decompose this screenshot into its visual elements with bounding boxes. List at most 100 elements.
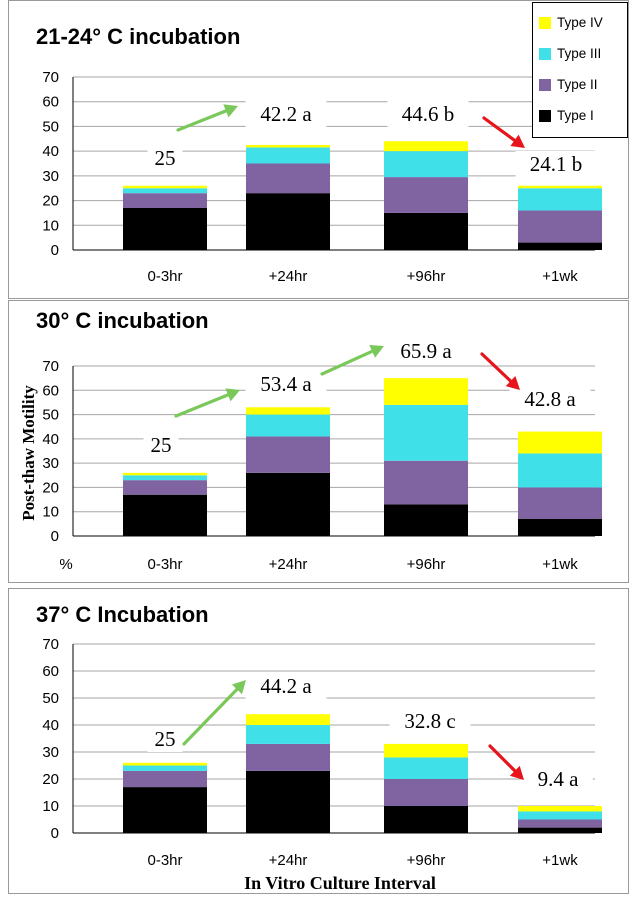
- legend-label: Type II: [557, 77, 598, 92]
- legend: Type IV Type III Type II Type I: [532, 2, 628, 138]
- y-tick-label: 70: [42, 69, 59, 86]
- y-axis-title: Post-thaw Motility: [19, 385, 38, 521]
- y-tick-label: 20: [42, 771, 59, 788]
- bar-type-ii: [384, 460, 468, 505]
- bar-type-iv: [518, 185, 602, 189]
- arrowhead-icon: [231, 680, 246, 695]
- bar-type-iii: [518, 811, 602, 820]
- bar-type-ii: [246, 163, 330, 194]
- chart-panel-2: 0 10 20 30 40 50 60 70 30° C incubation 0-3hr +24h…: [8, 300, 629, 583]
- bar-type-i: [518, 827, 602, 833]
- bar-type-ii: [518, 210, 602, 243]
- legend-label: Type I: [557, 108, 594, 123]
- bar-type-i: [384, 504, 468, 536]
- arrowhead-icon: [223, 104, 238, 118]
- bar-type-iii: [123, 765, 207, 771]
- x-tick-label: 0-3hr: [147, 556, 182, 573]
- bar-type-iv: [123, 762, 207, 766]
- legend-label: Type IV: [557, 15, 603, 30]
- x-tick-label: +1wk: [542, 556, 578, 573]
- y-tick-label: 10: [42, 217, 59, 234]
- bar-type-iii: [246, 147, 330, 164]
- x-tick-label: +24hr: [269, 852, 308, 869]
- data-label: 65.9 a: [400, 339, 452, 363]
- bar-type-ii: [123, 480, 207, 495]
- bar-type-iv: [518, 431, 602, 454]
- legend-swatch: [539, 109, 551, 122]
- data-label-bg: [147, 726, 183, 752]
- panel-frame: [8, 588, 629, 894]
- bar-type-ii: [384, 779, 468, 806]
- chart-panel-1: 0 10 20 30 40 50 60 70 21-24° C incubation 0-3hr +…: [8, 0, 629, 299]
- y-tick-label: 40: [42, 143, 59, 160]
- y-tick-label: 30: [42, 744, 59, 761]
- data-label: 24.1 b: [530, 152, 583, 176]
- arrowhead-icon: [369, 344, 384, 358]
- bar-type-ii: [518, 819, 602, 828]
- trend-down-arrow-icon: [480, 352, 513, 383]
- y-tick-label: 70: [42, 636, 59, 653]
- trend-up-arrow-icon: [176, 109, 228, 132]
- bar-type-iii: [246, 414, 330, 437]
- chart-title: 30° C incubation: [36, 308, 209, 333]
- bar-type-iv: [384, 378, 468, 405]
- x-tick-label: +96hr: [407, 556, 446, 573]
- trend-up-arrow-icon: [182, 687, 239, 746]
- x-tick-label: +96hr: [407, 268, 446, 285]
- bar-type-iv: [384, 743, 468, 758]
- data-label: 44.2 a: [260, 674, 312, 698]
- data-label-bg: [389, 708, 471, 734]
- arrowhead-icon: [505, 375, 520, 390]
- bar-type-iii: [123, 188, 207, 194]
- data-label-bg: [387, 101, 469, 127]
- x-axis-title: In Vitro Culture Interval: [244, 873, 436, 893]
- y-tick-label: 50: [42, 690, 59, 707]
- bar-type-i: [123, 787, 207, 833]
- bar-type-i: [384, 806, 468, 833]
- data-label: 42.8 a: [524, 387, 576, 411]
- x-tick-label: +24hr: [269, 556, 308, 573]
- data-label: 25: [155, 727, 176, 751]
- y-tick-label: 30: [42, 455, 59, 472]
- legend-swatch: [539, 16, 551, 29]
- legend-label: Type III: [557, 46, 602, 61]
- legend-item: Type IV: [539, 7, 623, 38]
- legend-item: Type III: [539, 38, 623, 69]
- trend-up-arrow-icon: [174, 393, 230, 418]
- y-tick-label: 0: [51, 528, 59, 545]
- legend-swatch: [539, 78, 551, 91]
- data-label: 53.4 a: [260, 372, 312, 396]
- data-label-bg: [385, 338, 467, 364]
- x-tick-label: 0-3hr: [147, 852, 182, 869]
- bar-type-ii: [123, 193, 207, 208]
- data-label: 25: [155, 146, 176, 170]
- x-tick-label: +96hr: [407, 852, 446, 869]
- chart-title: 37° C Incubation: [36, 602, 209, 627]
- y-tick-label: 60: [42, 382, 59, 399]
- data-label-bg: [245, 673, 327, 699]
- data-label-bg: [143, 432, 179, 458]
- y-tick-label: 40: [42, 717, 59, 734]
- x-tick-label: 0-3hr: [147, 268, 182, 285]
- data-label-bg: [509, 386, 591, 412]
- bar-type-ii: [246, 436, 330, 473]
- data-label: 32.8 c: [404, 709, 455, 733]
- bar-type-iii: [384, 757, 468, 779]
- data-label: 9.4 a: [538, 767, 580, 791]
- bar-type-ii: [246, 743, 330, 771]
- data-label-bg: [245, 101, 327, 127]
- y-tick-label: 70: [42, 358, 59, 375]
- bar-type-i: [246, 193, 330, 250]
- trend-down-arrow-icon: [488, 744, 517, 773]
- x-tick-label: +24hr: [269, 268, 308, 285]
- bar-type-iv: [246, 407, 330, 415]
- data-label-bg: [515, 151, 597, 177]
- x-tick-label: +1wk: [542, 268, 578, 285]
- data-label-bg: [245, 371, 327, 397]
- bar-type-i: [246, 770, 330, 833]
- bar-type-i: [123, 494, 207, 536]
- panel-frame: [8, 300, 629, 583]
- y-tick-label: 50: [42, 118, 59, 135]
- panel-frame: [8, 0, 629, 299]
